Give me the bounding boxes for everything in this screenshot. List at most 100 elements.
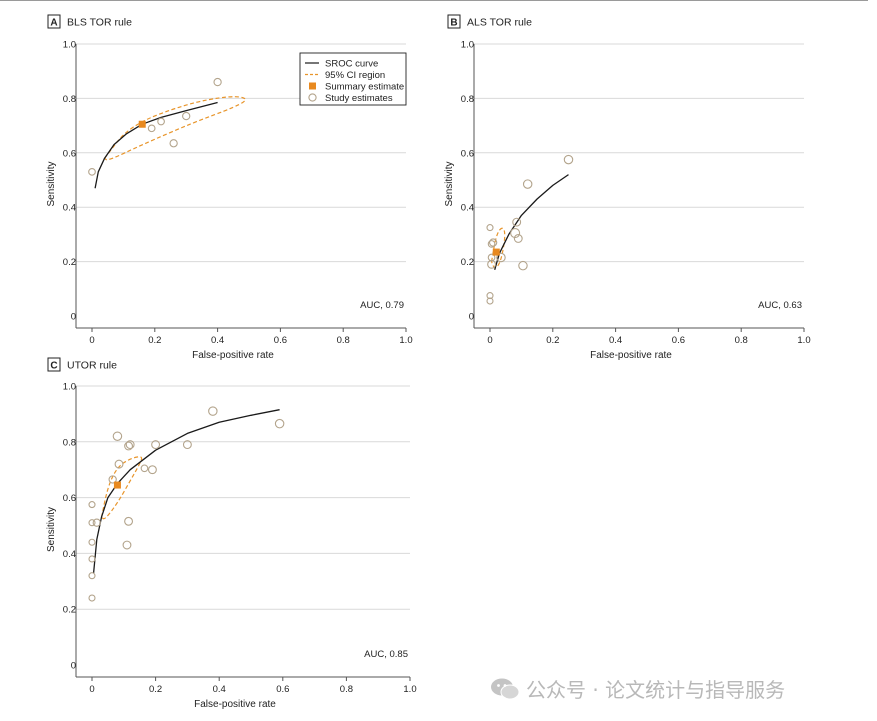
y-tick-label: 1.0	[63, 40, 76, 51]
legend-summary-swatch	[309, 82, 316, 90]
study-point	[122, 540, 132, 550]
study-point	[486, 297, 494, 305]
x-axis-label: False-positive rate	[590, 350, 672, 361]
y-tick-label: 0	[71, 661, 76, 672]
study-point	[124, 441, 134, 451]
legend-box	[299, 52, 407, 106]
x-tick-label: 0.8	[337, 335, 350, 346]
x-tick-label: 0.2	[149, 684, 162, 695]
study-point	[512, 217, 522, 227]
legend-sroc: SROC curve	[325, 58, 378, 69]
auc-label: AUC, 0.63	[758, 300, 802, 311]
y-tick-label: 0.8	[63, 437, 76, 448]
study-point	[486, 292, 494, 300]
study-point	[522, 179, 533, 189]
panel-label-box	[47, 14, 61, 29]
panel-label: A	[50, 18, 57, 29]
y-tick-label: 0.6	[63, 148, 76, 159]
panel-c: C UTOR rule 0 0.2 0.4 0.6 0.8 1.0 0 0.2 0.4 0.6 0.8 1…	[46, 357, 417, 710]
study-point	[213, 77, 222, 87]
wechat-icon	[491, 678, 520, 699]
y-axis-label: Sensitivity	[46, 161, 57, 206]
study-point	[487, 240, 496, 248]
study-point	[182, 440, 192, 450]
study-point	[88, 501, 96, 509]
y-tick-label: 0	[469, 312, 474, 323]
y-tick-label: 0.8	[63, 94, 76, 105]
x-tick-label: 0.8	[340, 684, 353, 695]
y-axis-label: Sensitivity	[444, 161, 455, 206]
ci-region	[103, 96, 246, 161]
ci-region	[100, 456, 143, 520]
x-tick-label: 0	[89, 684, 94, 695]
legend-study: Study estimates	[325, 93, 393, 104]
panel-title: BLS TOR rule	[67, 17, 132, 29]
x-tick-label: 0.2	[546, 335, 559, 346]
x-tick-label: 0.4	[609, 335, 622, 346]
x-tick-label: 1.0	[797, 335, 810, 346]
x-axis-label: False-positive rate	[194, 699, 276, 710]
study-point	[125, 440, 135, 450]
study-point	[513, 234, 523, 243]
summary-point	[138, 120, 146, 128]
study-point	[88, 519, 96, 527]
study-point	[274, 418, 285, 429]
auc-label: AUC, 0.85	[364, 649, 408, 660]
study-point	[108, 475, 117, 484]
x-tick-label: 0.2	[148, 335, 161, 346]
x-tick-label: 0	[89, 335, 94, 346]
study-point	[88, 555, 96, 563]
x-tick-label: 1.0	[399, 335, 412, 346]
y-tick-label: 0.2	[63, 257, 76, 268]
y-tick-label: 1.0	[63, 382, 76, 393]
y-tick-label: 0.8	[461, 94, 474, 105]
x-tick-label: 0.6	[672, 335, 685, 346]
study-point	[151, 440, 161, 450]
auc-label: AUC, 0.79	[360, 300, 404, 311]
summary-point	[113, 481, 121, 489]
panel-b: B ALS TOR rule 0 0.2 0.4 0.6 0.8 1.0 0 0.2 0.4 0.6 0…	[444, 14, 811, 361]
x-tick-label: 1.0	[403, 684, 416, 695]
x-axis-label: False-positive rate	[192, 350, 274, 361]
panel-title: ALS TOR rule	[467, 17, 532, 29]
y-tick-label: 0.6	[63, 493, 76, 504]
study-point	[488, 238, 498, 247]
study-point	[510, 227, 521, 239]
study-point	[487, 253, 496, 262]
study-point	[208, 406, 218, 416]
study-point	[88, 572, 96, 580]
y-tick-label: 0	[71, 312, 76, 323]
top-rule	[0, 0, 868, 6]
study-point	[147, 465, 157, 475]
x-tick-label: 0.4	[211, 335, 224, 346]
y-tick-label: 0.4	[63, 549, 76, 560]
study-point	[157, 117, 165, 126]
sroc-curve	[494, 174, 569, 270]
study-point	[496, 252, 506, 263]
y-tick-label: 0.4	[461, 203, 474, 214]
legend-summary: Summary estimate	[325, 81, 404, 92]
study-point	[114, 459, 124, 469]
study-point	[88, 538, 96, 546]
watermark: 公众号 · 论文统计与指导服务	[490, 674, 785, 703]
legend-study-swatch	[308, 93, 317, 102]
sroc-curve	[94, 101, 218, 189]
y-tick-label: 0.2	[461, 257, 474, 268]
legend-ci: 95% CI region	[325, 70, 385, 81]
study-point	[182, 111, 191, 121]
x-tick-label: 0.6	[276, 684, 289, 695]
panel-a: A BLS TOR rule 0 0.2 0.4 0.6 0.8 1.0 0 0.2 0.4 0.6 0…	[46, 14, 413, 361]
panel-label: B	[450, 18, 457, 29]
study-point	[112, 431, 123, 441]
summary-point	[492, 248, 500, 256]
study-point	[147, 124, 156, 133]
study-point	[169, 139, 178, 148]
study-point	[88, 594, 96, 602]
panel-label: C	[50, 361, 57, 372]
y-tick-label: 0.6	[461, 148, 474, 159]
watermark-text: 公众号 · 论文统计与指导服务	[526, 678, 786, 702]
y-tick-label: 1.0	[461, 40, 474, 51]
x-tick-label: 0.6	[274, 335, 287, 346]
